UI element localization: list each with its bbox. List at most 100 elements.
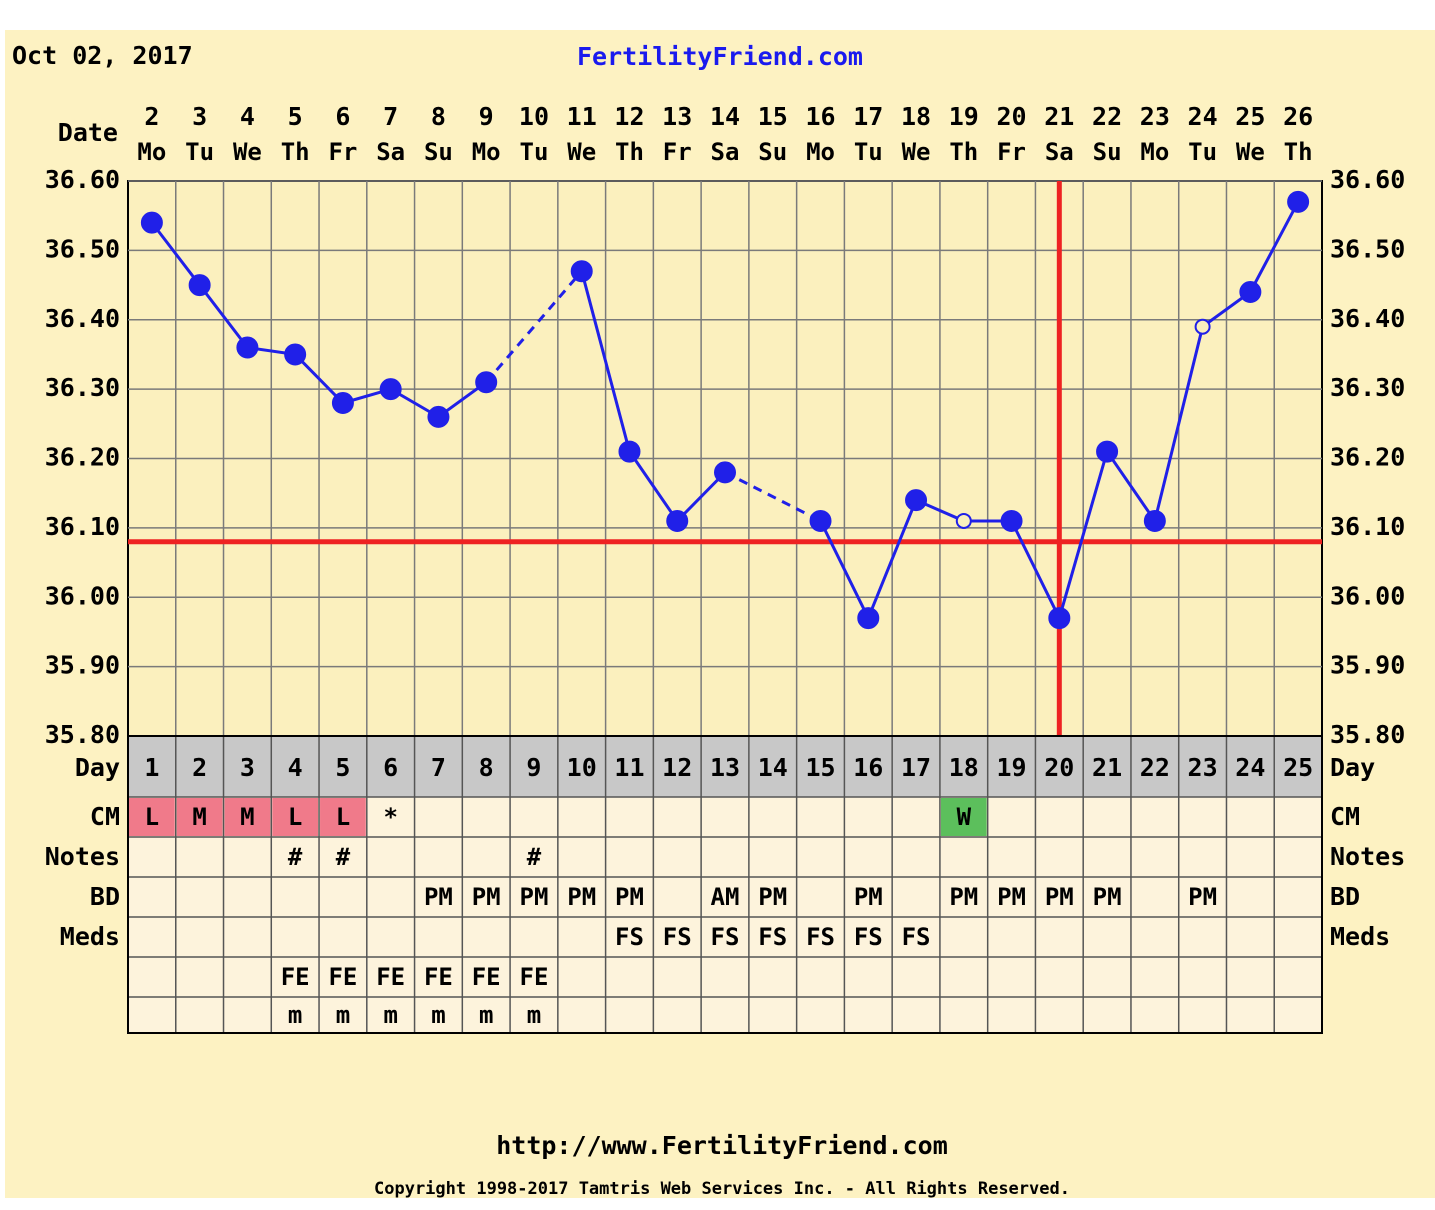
cell-text: FE: [281, 963, 310, 991]
cell-text: FS: [615, 923, 644, 951]
cell-highlight: [272, 798, 319, 836]
cell-text: FS: [663, 923, 692, 951]
x-tick-label: 19: [949, 102, 979, 131]
x-tick-label: 9: [479, 102, 494, 131]
point: [1048, 607, 1071, 630]
point: [331, 392, 354, 414]
y-tick-label-right: 36.20: [1330, 443, 1405, 472]
y-tick-label: 36.30: [45, 373, 120, 402]
cell-text: m: [431, 1001, 445, 1029]
weekday-label: We: [233, 138, 262, 166]
x-tick-label: 20: [997, 102, 1027, 131]
cell-text: PM: [520, 883, 549, 911]
cycle-day: 14: [758, 753, 788, 782]
cell-highlight: [320, 798, 366, 836]
x-tick-label: 8: [431, 102, 446, 131]
cell-text: PM: [615, 883, 644, 911]
cell-text: PM: [758, 883, 787, 911]
cell-highlight: [940, 798, 987, 836]
y-tick-label-right: 36.50: [1330, 234, 1405, 263]
row-label-right: Meds: [1330, 922, 1390, 951]
weekday-label: Tu: [185, 138, 214, 166]
weekday-label: We: [567, 138, 596, 166]
cycle-day: 24: [1235, 753, 1265, 782]
point: [379, 378, 402, 401]
cycle-day: 20: [1044, 753, 1074, 782]
weekday-label: Fr: [663, 138, 692, 166]
cell-text: FS: [854, 923, 883, 951]
table-border: [127, 735, 1323, 1034]
point-open: [1194, 318, 1211, 335]
cell-text: PM: [567, 883, 596, 911]
point: [1287, 190, 1310, 213]
cell-text: FS: [902, 923, 931, 951]
y-tick-label: 36.60: [45, 165, 120, 194]
x-tick-label: 10: [519, 102, 549, 131]
cell-text: M: [192, 803, 206, 831]
x-tick-label: 16: [805, 102, 835, 131]
cell-text: *: [383, 803, 397, 831]
weekday-label: Sa: [376, 138, 405, 166]
cell-text: m: [479, 1001, 493, 1029]
cell-text: L: [336, 803, 350, 831]
weekday-label: Su: [1093, 138, 1122, 166]
x-tick-label: 14: [710, 102, 740, 131]
weekday-label: Sa: [711, 138, 740, 166]
weekday-label: Tu: [1188, 138, 1217, 166]
cycle-day: 12: [662, 753, 692, 782]
cell-highlight: [176, 798, 223, 836]
weekday-label: Th: [615, 138, 644, 166]
weekday-label: Su: [758, 138, 787, 166]
cell-text: PM: [854, 883, 883, 911]
weekday-label: Sa: [1045, 138, 1074, 166]
cycle-day: 9: [526, 753, 541, 782]
cell-text: PM: [1093, 883, 1122, 911]
cycle-day: 5: [335, 753, 350, 782]
x-tick-label: 26: [1283, 102, 1313, 131]
cell-text: FS: [758, 923, 787, 951]
point: [905, 489, 928, 512]
point: [427, 405, 450, 428]
x-tick-label: 25: [1235, 102, 1265, 131]
day-label-right: Day: [1330, 753, 1375, 782]
weekday-label: Th: [949, 138, 978, 166]
x-tick-label: 18: [901, 102, 931, 131]
day-row: [128, 736, 1322, 797]
y-tick-label-right: 36.60: [1330, 165, 1405, 194]
cell-text: PM: [949, 883, 978, 911]
point: [714, 461, 736, 484]
cycle-day: 16: [853, 753, 883, 782]
y-tick-label-right: 35.80: [1330, 720, 1405, 749]
cycle-day: 2: [192, 753, 207, 782]
weekday-label: Tu: [854, 138, 883, 166]
point: [1239, 281, 1262, 303]
weekday-label: Mo: [137, 138, 166, 166]
temp-line: [580, 270, 727, 524]
weekday-label: Mo: [806, 138, 835, 166]
point: [570, 260, 593, 283]
point: [1143, 509, 1166, 532]
cell-text: m: [383, 1001, 397, 1029]
cycle-day: 4: [288, 753, 303, 782]
cell-text: FE: [328, 963, 357, 991]
weekday-label: Tu: [520, 138, 549, 166]
row-label: BD: [90, 882, 120, 911]
cycle-day: 10: [567, 753, 597, 782]
cell-text: PM: [997, 883, 1026, 911]
y-tick-label-right: 36.10: [1330, 512, 1405, 541]
point: [236, 336, 259, 359]
x-tick-label: 23: [1140, 102, 1170, 131]
gap-line: [485, 270, 583, 384]
y-tick-label-right: 36.30: [1330, 373, 1405, 402]
gap-line: [724, 471, 822, 523]
cell-text: W: [957, 803, 972, 831]
x-tick-label: 2: [144, 102, 159, 131]
cell-text: L: [145, 803, 159, 831]
y-tick-label: 36.40: [45, 304, 120, 333]
cell-text: #: [336, 843, 351, 871]
weekday-label: Th: [281, 138, 310, 166]
weekday-label: Fr: [997, 138, 1026, 166]
cell-text: FE: [424, 963, 453, 991]
cell-text: M: [240, 803, 254, 831]
point: [475, 371, 498, 394]
